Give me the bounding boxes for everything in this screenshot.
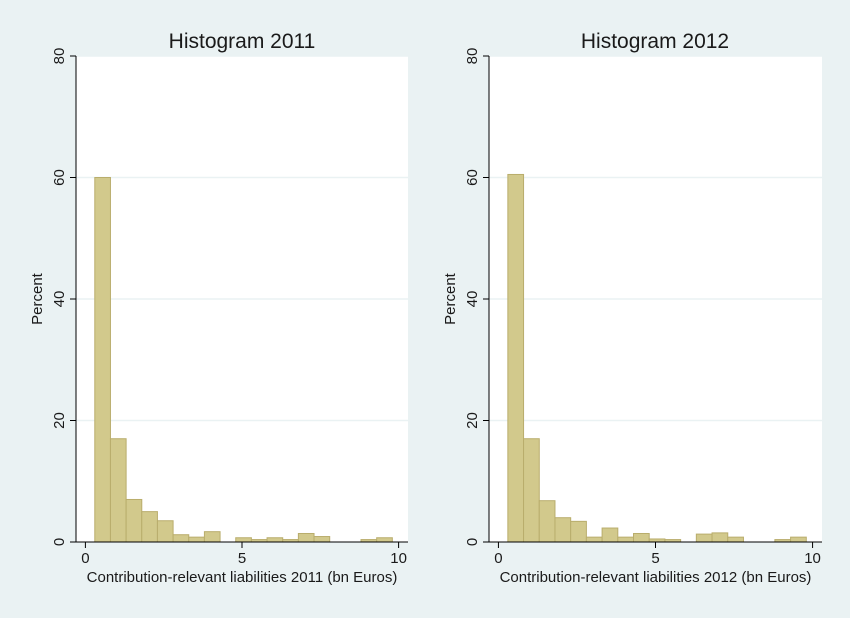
x-axis-label: Contribution-relevant liabilities 2011 (… (87, 569, 398, 586)
y-tick-label: 40 (51, 291, 68, 308)
x-axis-label: Contribution-relevant liabilities 2012 (… (500, 569, 812, 586)
x-tick-label: 5 (238, 550, 246, 567)
histogram-bar (313, 536, 331, 543)
histogram-bar (790, 536, 807, 543)
y-axis-label: Percent (442, 272, 459, 325)
histogram-panel-2012: 0 20 40 60 80 0 5 10 Histogram 2012 Contribution-… (442, 30, 822, 586)
histogram-bar (156, 520, 174, 543)
y-tick-label: 60 (51, 169, 68, 186)
histogram-bar (109, 438, 127, 543)
x-tick-label: 0 (494, 550, 502, 567)
y-tick-label: 60 (464, 169, 481, 186)
histogram-bar (585, 536, 603, 543)
y-tick-label: 80 (51, 48, 68, 65)
histogram-bar (376, 537, 393, 543)
x-tick-label: 10 (390, 550, 407, 567)
histogram-bar (235, 537, 252, 543)
y-tick-label: 80 (464, 48, 481, 65)
chart-title: Histogram 2011 (169, 30, 316, 53)
y-tick-label: 20 (464, 412, 481, 429)
histogram-bar (617, 536, 635, 543)
histogram-panel-2011: 0 20 40 60 80 0 5 10 Histogram 2011 Contribution-… (29, 30, 408, 586)
histogram-bar (125, 498, 143, 543)
histogram-bar (570, 520, 587, 543)
y-tick-label: 40 (464, 291, 481, 308)
histogram-bar (297, 532, 315, 543)
histogram-bar (601, 527, 619, 543)
histogram-bar (141, 511, 158, 543)
y-axis-label: Percent (29, 272, 46, 325)
histogram-bar (203, 531, 221, 543)
histogram-bar (554, 517, 572, 543)
x-tick-label: 5 (651, 550, 659, 567)
chart-title: Histogram 2012 (581, 30, 729, 53)
histogram-bar (538, 500, 556, 543)
histogram-bar (695, 533, 713, 543)
x-tick-label: 0 (81, 550, 89, 567)
histogram-bar (507, 173, 525, 543)
histogram-bar (727, 536, 744, 543)
histogram-bar (633, 532, 650, 543)
histogram-bar (188, 536, 205, 543)
histogram-bar (172, 534, 190, 543)
histogram-bar (266, 537, 284, 543)
y-tick-label: 0 (464, 538, 481, 546)
x-tick-label: 10 (804, 550, 821, 567)
histogram-bar (94, 177, 111, 543)
histogram-bar (523, 438, 540, 543)
histogram-bar (711, 532, 729, 543)
y-tick-label: 20 (51, 412, 68, 429)
y-tick-label: 0 (51, 538, 68, 546)
